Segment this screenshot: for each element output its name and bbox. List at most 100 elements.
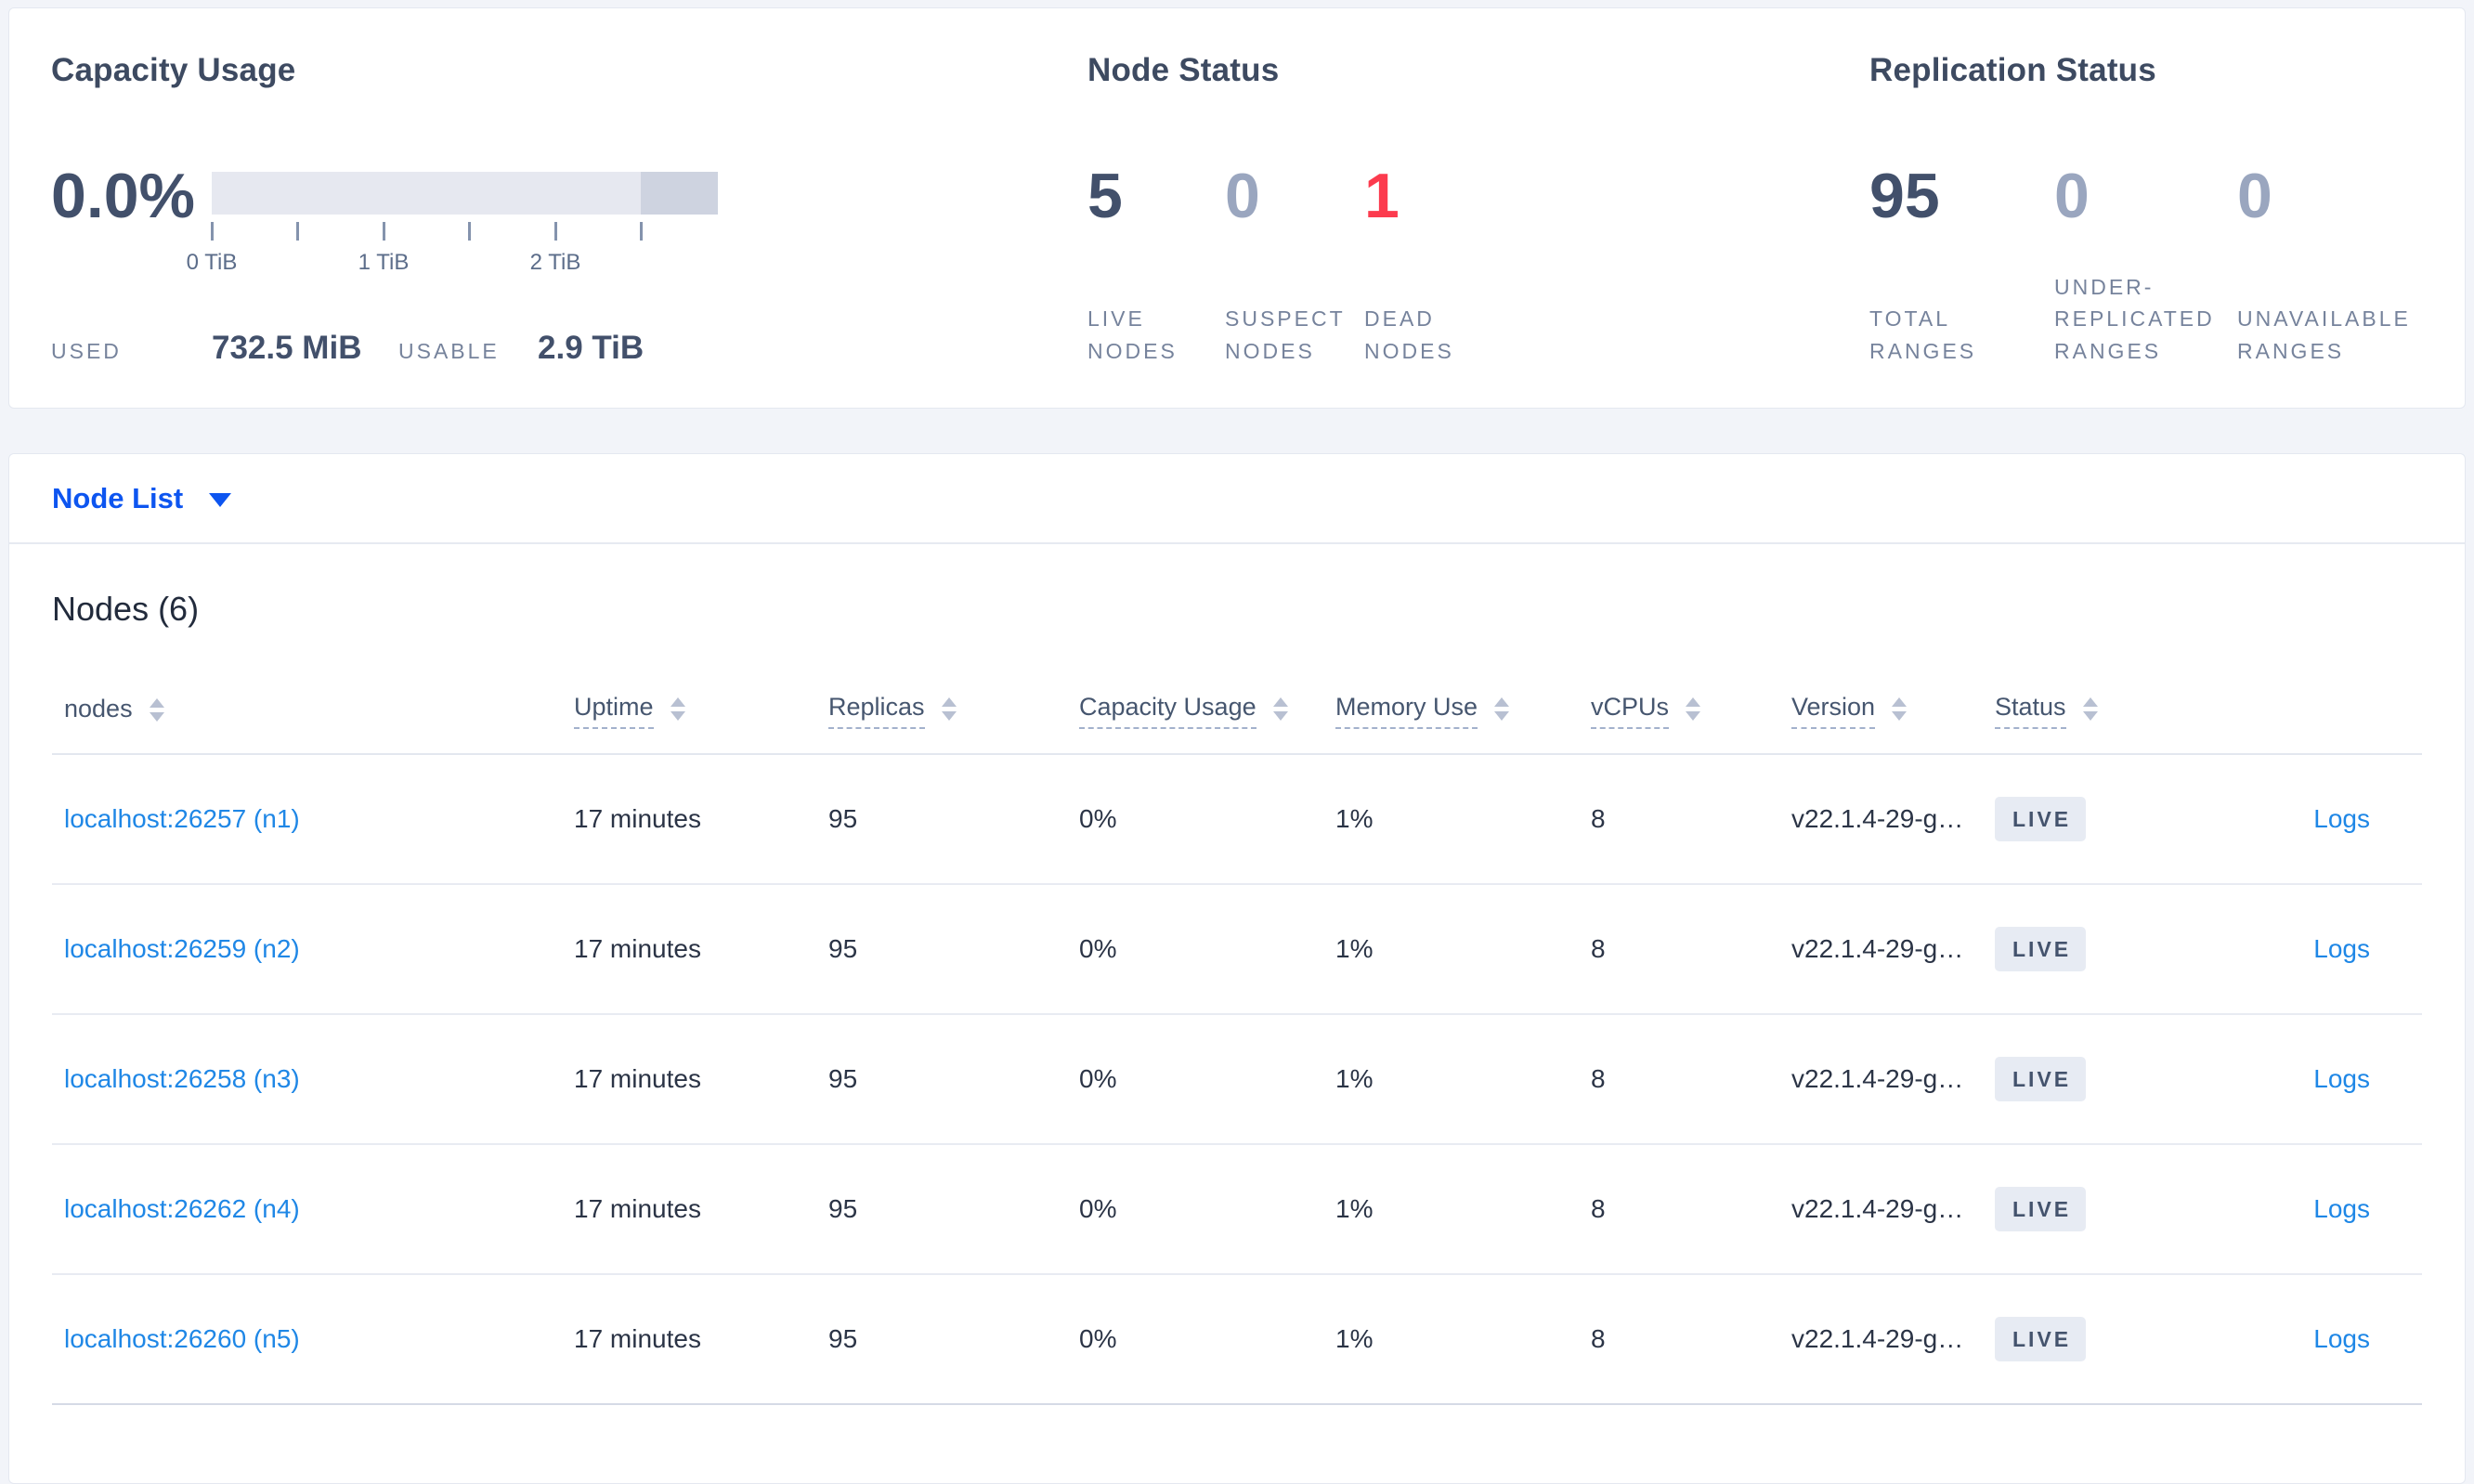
axis-tick [383, 222, 385, 241]
replication-status-panel: Replication Status 95 TOTAL RANGES 0 UND… [1869, 8, 2445, 367]
version-cell: v22.1.4-29-g… [1791, 804, 1964, 833]
status-badge: LIVE [1995, 1317, 2087, 1361]
uptime-cell: 17 minutes [574, 804, 701, 833]
node-link[interactable]: localhost:26259 (n2) [64, 934, 300, 963]
summary-stat: 0 UNDER-REPLICATED RANGES [2054, 163, 2237, 367]
vcpus-cell: 8 [1591, 804, 1606, 833]
table-row: localhost:26258 (n3) 17 minutes 95 0% 1%… [52, 1015, 2422, 1145]
node-status-stats: 5 LIVE NODES 0 SUSPECT NODES 1 DEAD NODE… [1087, 161, 1756, 367]
sort-down-arrow-icon [1494, 711, 1510, 721]
sort-up-arrow-icon [1272, 697, 1288, 707]
column-header-logs [2198, 729, 2422, 753]
axis-tick [296, 222, 299, 241]
nodes-table-area: Nodes (6) nodes Uptime Replicas Capacity… [9, 590, 2465, 1405]
column-header-version[interactable]: Version [1791, 693, 1995, 753]
memory-use-cell: 1% [1335, 1324, 1374, 1353]
logs-link[interactable]: Logs [2313, 1194, 2370, 1223]
logs-link[interactable]: Logs [2313, 1064, 2370, 1093]
sort-up-arrow-icon [670, 697, 685, 707]
sort-icon [1686, 697, 1701, 721]
logs-link[interactable]: Logs [2313, 1324, 2370, 1353]
axis-tick-label: 0 TiB [186, 250, 238, 275]
column-header-memory-use[interactable]: Memory Use [1335, 693, 1591, 753]
replicas-cell: 95 [828, 1064, 858, 1093]
sort-down-arrow-icon [1892, 711, 1908, 721]
replicas-cell: 95 [828, 804, 858, 833]
uptime-cell: 17 minutes [574, 1064, 701, 1093]
vcpus-cell: 8 [1591, 1324, 1606, 1353]
node-status-title: Node Status [1087, 52, 1280, 88]
cluster-summary-card: Capacity Usage 0.0% 0 TiB 1 TiB 2 TiB US… [8, 7, 2466, 409]
capacity-used-usable-row: USED 732.5 MiB USABLE 2.9 TiB [51, 330, 738, 367]
sort-down-arrow-icon [149, 712, 164, 722]
sort-icon [1892, 697, 1908, 721]
column-header-capacity-usage[interactable]: Capacity Usage [1079, 693, 1335, 753]
version-cell: v22.1.4-29-g… [1791, 1064, 1964, 1093]
column-header-nodes[interactable]: nodes [64, 695, 574, 753]
usable-label: USABLE [398, 339, 500, 363]
sort-down-arrow-icon [941, 711, 957, 721]
memory-use-cell: 1% [1335, 1064, 1374, 1093]
memory-use-cell: 1% [1335, 1194, 1374, 1223]
table-row: localhost:26260 (n5) 17 minutes 95 0% 1%… [52, 1275, 2422, 1405]
capacity-usage-cell: 0% [1079, 934, 1117, 963]
stat-value: 95 [1869, 161, 1940, 231]
vcpus-cell: 8 [1591, 1194, 1606, 1223]
axis-tick-label: 1 TiB [358, 250, 410, 275]
column-header-vcpus[interactable]: vCPUs [1591, 693, 1791, 753]
logs-link[interactable]: Logs [2313, 804, 2370, 833]
capacity-bar-reserved-segment [641, 172, 718, 215]
axis-tick [468, 222, 471, 241]
vcpus-cell: 8 [1591, 1064, 1606, 1093]
view-selector-dropdown[interactable]: Node List [52, 481, 232, 515]
status-badge: LIVE [1995, 1057, 2087, 1101]
view-selector-label: Node List [52, 481, 184, 514]
capacity-usage-title: Capacity Usage [51, 52, 296, 88]
sort-down-arrow-icon [1686, 711, 1701, 721]
capacity-usage-cell: 0% [1079, 1324, 1117, 1353]
sort-icon [1272, 697, 1288, 721]
capacity-bar-track [212, 172, 718, 215]
axis-tick [211, 222, 214, 241]
node-link[interactable]: localhost:26262 (n4) [64, 1194, 300, 1223]
vcpus-cell: 8 [1591, 934, 1606, 963]
sort-down-arrow-icon [670, 711, 685, 721]
capacity-percent-value: 0.0% [51, 161, 195, 231]
table-row: localhost:26262 (n4) 17 minutes 95 0% 1%… [52, 1145, 2422, 1275]
stat-value: 0 [1225, 161, 1260, 231]
sort-icon [2082, 697, 2098, 721]
stat-value: 0 [2237, 161, 2272, 231]
sort-icon [1494, 697, 1510, 721]
replicas-cell: 95 [828, 934, 858, 963]
capacity-usage-cell: 0% [1079, 1064, 1117, 1093]
sort-up-arrow-icon [1686, 697, 1701, 707]
summary-stat: 5 LIVE NODES [1087, 161, 1225, 367]
summary-stat: 1 DEAD NODES [1364, 161, 1520, 367]
column-header-replicas[interactable]: Replicas [828, 693, 1079, 753]
node-link[interactable]: localhost:26258 (n3) [64, 1064, 300, 1093]
sort-up-arrow-icon [149, 698, 164, 708]
stat-label: TOTAL RANGES [1869, 306, 1977, 363]
node-link[interactable]: localhost:26257 (n1) [64, 804, 300, 833]
status-badge: LIVE [1995, 927, 2087, 971]
logs-link[interactable]: Logs [2313, 934, 2370, 963]
column-header-status[interactable]: Status [1995, 693, 2198, 753]
stat-value: 5 [1087, 161, 1123, 231]
replication-status-stats: 95 TOTAL RANGES 0 UNDER-REPLICATED RANGE… [1869, 161, 2445, 367]
stat-value: 1 [1364, 161, 1400, 231]
node-link[interactable]: localhost:26260 (n5) [64, 1324, 300, 1353]
replicas-cell: 95 [828, 1194, 858, 1223]
table-row: localhost:26259 (n2) 17 minutes 95 0% 1%… [52, 885, 2422, 1015]
sort-up-arrow-icon [941, 697, 957, 707]
stat-label: UNDER-REPLICATED RANGES [2054, 274, 2215, 363]
column-header-uptime[interactable]: Uptime [574, 693, 828, 753]
uptime-cell: 17 minutes [574, 934, 701, 963]
memory-use-cell: 1% [1335, 934, 1374, 963]
summary-stat: 0 SUSPECT NODES [1225, 161, 1364, 367]
used-label: USED [51, 339, 122, 363]
sort-down-arrow-icon [2082, 711, 2098, 721]
capacity-usage-panel: Capacity Usage 0.0% 0 TiB 1 TiB 2 TiB US… [51, 8, 738, 367]
uptime-cell: 17 minutes [574, 1194, 701, 1223]
table-body: localhost:26257 (n1) 17 minutes 95 0% 1%… [52, 755, 2422, 1405]
sort-icon [941, 697, 957, 721]
